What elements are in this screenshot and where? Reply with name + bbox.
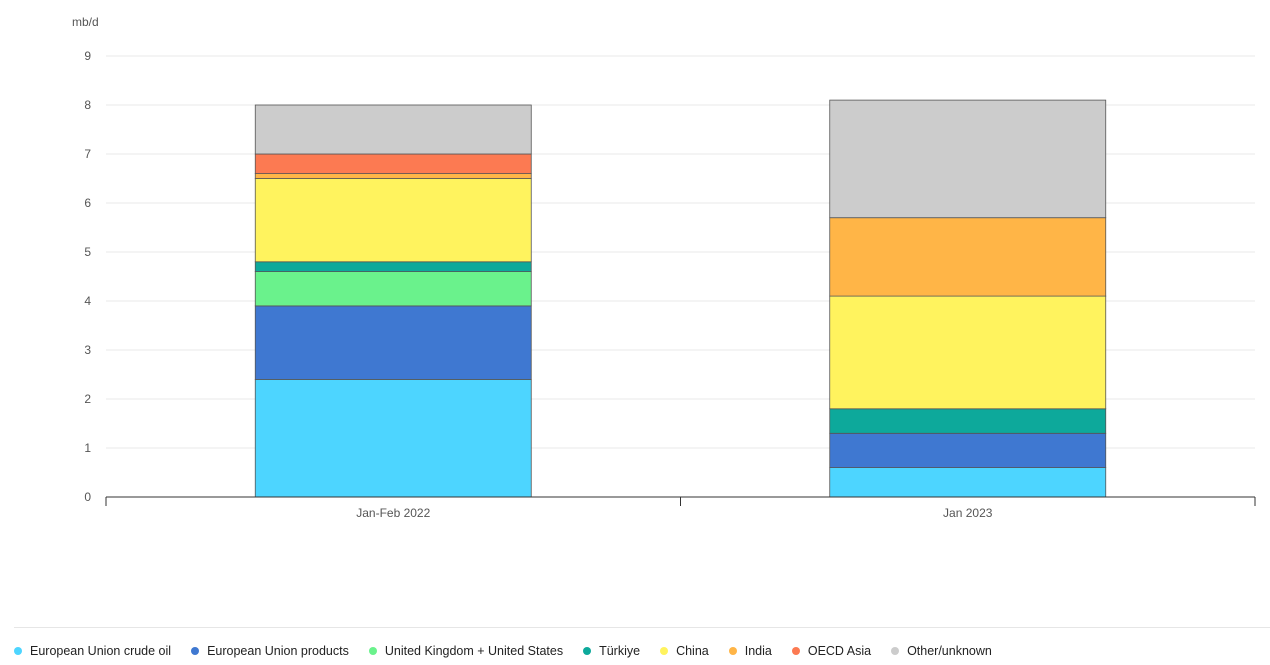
bar-segment[interactable]: [829, 217, 1107, 297]
legend-item[interactable]: European Union crude oil: [14, 644, 171, 658]
y-tick-label: 6: [84, 196, 91, 210]
legend-item[interactable]: United Kingdom + United States: [368, 644, 564, 658]
y-tick-label: 8: [84, 98, 91, 112]
y-tick-label: 7: [84, 147, 91, 161]
bar-segment[interactable]: [254, 305, 532, 380]
y-tick-label: 3: [84, 343, 91, 357]
legend-label: India: [744, 644, 772, 658]
y-tick-label: 9: [84, 49, 91, 63]
legend-swatch-icon: [891, 647, 900, 655]
bar-segment[interactable]: [254, 104, 532, 155]
bar-segment[interactable]: [254, 271, 532, 307]
bar-segment[interactable]: [254, 178, 532, 263]
legend-swatch-icon: [583, 647, 592, 655]
legend-swatch-icon: [728, 647, 737, 655]
legend-label: Türkiye: [599, 644, 641, 658]
legend-swatch-icon: [191, 647, 200, 655]
legend-item[interactable]: Türkiye: [583, 644, 640, 658]
bar-segment[interactable]: [254, 378, 532, 498]
y-tick-label: 5: [84, 245, 91, 259]
legend-item[interactable]: China: [660, 644, 709, 658]
legend-label: European Union products: [207, 644, 349, 658]
legend-item[interactable]: OECD Asia: [791, 644, 872, 658]
bars: [254, 99, 1107, 498]
legend-label: OECD Asia: [807, 644, 872, 658]
legend-swatch-icon: [791, 647, 800, 655]
legend-label: China: [676, 644, 709, 658]
y-tick-label: 1: [84, 441, 91, 455]
bar-segment[interactable]: [829, 99, 1107, 219]
legend-divider: [14, 627, 1270, 628]
legend-label: United Kingdom + United States: [384, 644, 564, 658]
y-tick-label: 4: [84, 294, 91, 308]
legend-item[interactable]: Other/unknown: [891, 644, 992, 658]
y-tick-label: 2: [84, 392, 91, 406]
y-axis-unit-label: mb/d: [72, 15, 99, 29]
x-tick-label: Jan-Feb 2022: [356, 506, 430, 520]
x-tick-label: Jan 2023: [943, 506, 993, 520]
legend-label: European Union crude oil: [30, 644, 172, 658]
bar-segment[interactable]: [829, 432, 1107, 468]
legend-label: Other/unknown: [907, 644, 992, 658]
axes: 0 1 2 3 4 5 6 7 8 9 Jan-Feb 2022 Jan 2023: [84, 49, 1256, 520]
legend-item[interactable]: India: [728, 644, 772, 658]
bar-segment[interactable]: [829, 295, 1107, 410]
legend-swatch-icon: [368, 647, 377, 655]
legend-item[interactable]: European Union products: [191, 644, 349, 658]
bar-segment[interactable]: [254, 173, 532, 179]
legend-swatch-icon: [14, 647, 22, 655]
bar-segment[interactable]: [254, 261, 532, 272]
bar-segment[interactable]: [829, 467, 1107, 498]
y-tick-label: 0: [84, 490, 91, 504]
bar-segment[interactable]: [829, 408, 1107, 434]
bar-segment[interactable]: [254, 153, 532, 175]
legend: European Union crude oil European Union p…: [14, 642, 1012, 660]
legend-swatch-icon: [660, 647, 669, 655]
stacked-bar-chart: mb/d 0 1 2 3 4 5 6 7 8 9 Jan-Feb 2022 Jan 2023: [72, 15, 1256, 520]
